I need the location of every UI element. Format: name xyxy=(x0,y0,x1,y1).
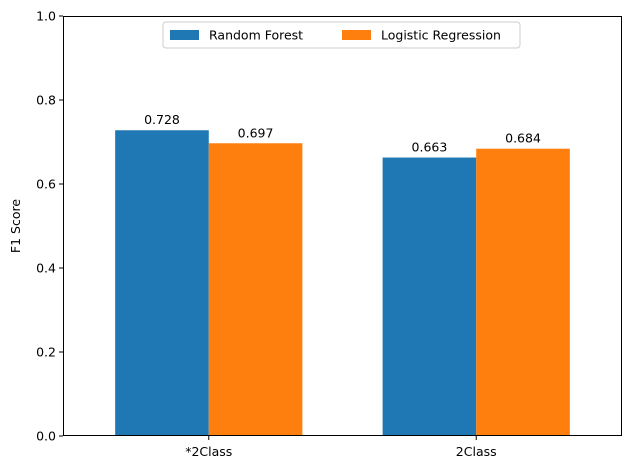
bar-1-0 xyxy=(208,143,303,436)
x-axis: *2Class 2Class xyxy=(185,436,497,459)
legend-swatch-0 xyxy=(170,30,199,40)
y-tick-label-3: 0.6 xyxy=(36,177,56,192)
bar-0-1 xyxy=(382,157,477,437)
y-tick-label-2: 0.4 xyxy=(36,261,56,276)
data-label-1-0: 0.697 xyxy=(238,125,274,140)
data-label-0-0: 0.728 xyxy=(144,112,180,127)
x-tick-label-1: 2Class xyxy=(456,444,497,459)
legend: Random Forest Logistic Regression xyxy=(162,21,521,49)
bar-0-0 xyxy=(115,130,209,437)
data-label-0-1: 0.663 xyxy=(412,140,448,155)
legend-label-0: Random Forest xyxy=(209,28,303,43)
y-tick-label-1: 0.2 xyxy=(36,345,56,360)
y-tick-label-4: 0.8 xyxy=(36,93,56,108)
data-labels-group: 0.728 0.663 0.697 0.684 xyxy=(144,112,541,154)
y-axis-label: F1 Score xyxy=(8,199,23,253)
plot-frame xyxy=(63,16,622,436)
y-tick-label-0: 0.0 xyxy=(36,429,56,444)
y-axis: 0.0 0.2 0.4 0.6 0.8 1.0 xyxy=(36,9,63,444)
data-label-1-1: 0.684 xyxy=(505,131,541,146)
legend-box xyxy=(162,21,521,49)
bar-1-1 xyxy=(476,148,570,436)
bars-group xyxy=(115,130,570,437)
y-tick-label-5: 1.0 xyxy=(36,9,56,24)
x-tick-label-0: *2Class xyxy=(185,444,232,459)
legend-label-1: Logistic Regression xyxy=(381,28,501,43)
legend-swatch-1 xyxy=(342,30,371,40)
